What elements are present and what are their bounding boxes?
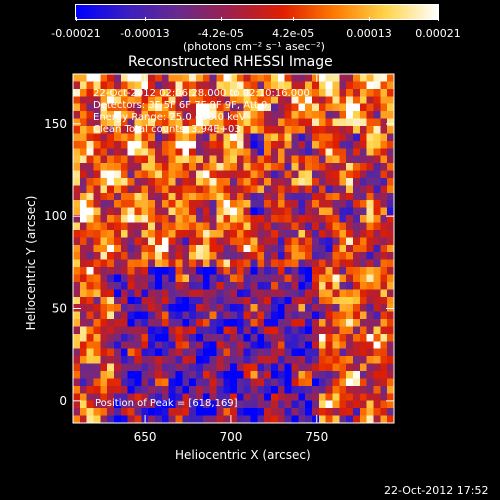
annotation-line: Detectors: 3F 5F 6F 7F 8F 9F, Att 0 — [93, 100, 267, 111]
colorbar — [75, 4, 439, 20]
colorbar-tick — [220, 17, 222, 21]
y-tick-label: 0 — [59, 394, 67, 408]
colorbar-tick-label: 0.00013 — [346, 27, 392, 40]
y-tick-label: 100 — [44, 209, 67, 223]
colorbar-tick — [76, 17, 77, 21]
colorbar-tick-label: 0.00021 — [415, 27, 461, 40]
colorbar-tick-label: 4.2e-05 — [272, 27, 315, 40]
plot-frame — [72, 73, 395, 424]
colorbar-tick-label: -4.2e-05 — [197, 27, 244, 40]
chart-title: Reconstructed RHESSI Image — [128, 54, 333, 70]
colorbar-units-label: (photons cm⁻² s⁻¹ asec⁻²) — [183, 40, 325, 53]
x-axis-label: Heliocentric X (arcsec) — [175, 448, 311, 462]
timestamp-label: 22-Oct-2012 17:52 — [384, 484, 489, 497]
x-tick-label: 750 — [305, 430, 328, 444]
y-tick-label: 150 — [44, 117, 67, 131]
annotation-line: Energy Range: 25.0 - 50.0 keV — [93, 112, 246, 123]
colorbar-tick — [369, 17, 371, 21]
colorbar-tick-label: -0.00021 — [51, 27, 101, 40]
heatmap-image — [73, 74, 394, 423]
colorbar-tick — [144, 17, 146, 21]
colorbar-tick — [438, 17, 439, 21]
colorbar-tick-label: -0.00013 — [120, 27, 170, 40]
y-tick-label: 50 — [52, 302, 67, 316]
colorbar-tick — [293, 17, 295, 21]
y-axis-label: Heliocentric Y (arcsec) — [24, 195, 38, 331]
x-tick-label: 700 — [219, 430, 242, 444]
annotation-line: 22-Oct-2012 02:06:28.000 to 02:10:16.000 — [93, 88, 310, 99]
annotation-line: Clean Total counts: 3.94E+03 — [93, 124, 241, 135]
x-tick-label: 650 — [134, 430, 157, 444]
peak-position-label: Position of Peak = [618,169] — [95, 398, 238, 409]
colorbar-gradient — [76, 5, 438, 19]
